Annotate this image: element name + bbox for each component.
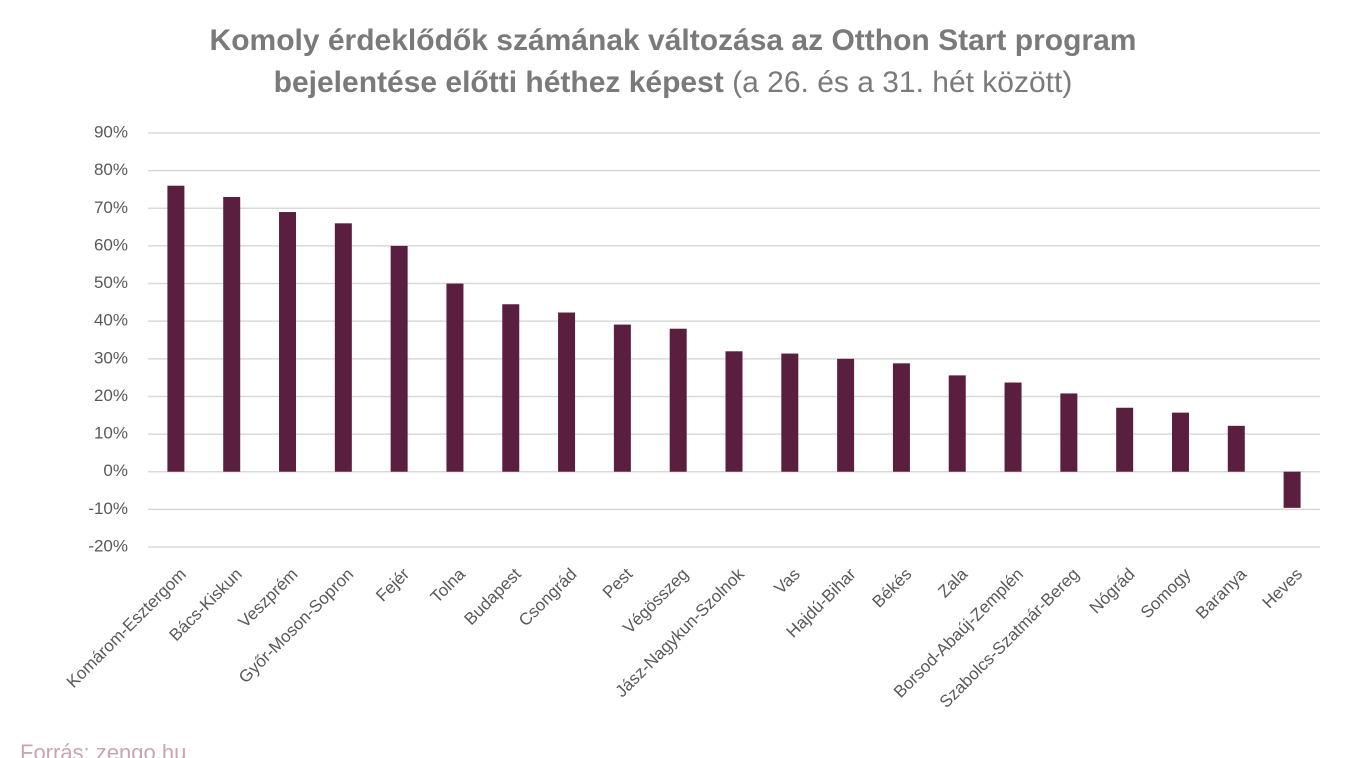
bar [1004, 382, 1022, 472]
y-tick-label: 50% [94, 273, 128, 292]
bar [725, 351, 743, 472]
x-tick-label: Baranya [1192, 564, 1251, 623]
x-tick-label: Pest [599, 564, 637, 602]
chart-title: bejelentése előtti héthez képest [274, 66, 724, 99]
y-tick-label: 70% [94, 198, 128, 217]
bar [502, 304, 520, 472]
bar [669, 328, 687, 472]
bar [558, 312, 576, 472]
bar [390, 245, 408, 472]
y-tick-label: 80% [94, 160, 128, 179]
x-tick-label: Békés [869, 565, 916, 612]
x-tick-label: Csongrád [515, 565, 581, 631]
y-tick-label: 10% [94, 424, 128, 443]
bar [781, 353, 799, 472]
source: Forrás: zengo.hu [20, 740, 186, 758]
bar [334, 223, 352, 472]
bar [1283, 471, 1301, 508]
chart-subtitle: (a 26. és a 31. hét között) [732, 66, 1072, 99]
bar [279, 212, 297, 472]
x-tick-label: Somogy [1137, 564, 1195, 622]
x-tick-label: Fejér [372, 564, 413, 605]
bar [167, 185, 185, 472]
bar [223, 196, 241, 472]
x-tick-label: Zala [934, 564, 971, 601]
y-tick-label: -10% [88, 499, 128, 518]
x-tick-label: Nógrád [1086, 565, 1139, 618]
bar [613, 324, 631, 472]
x-tick-label: Tolna [427, 564, 470, 607]
y-tick-label: 30% [94, 348, 128, 367]
bar [446, 283, 464, 472]
x-tick-label: Budapest [461, 564, 525, 628]
chart-title: Komoly érdeklődők számának változása az … [210, 24, 1137, 57]
y-tick-label: 40% [94, 311, 128, 330]
bar [1116, 407, 1134, 472]
y-tick-label: 20% [94, 386, 128, 405]
x-tick-label: Vas [771, 565, 804, 598]
y-tick-label: 90% [94, 122, 128, 141]
bar [1227, 425, 1245, 472]
bar [837, 358, 855, 472]
y-tick-label: 0% [103, 461, 128, 480]
y-tick-label: 60% [94, 235, 128, 254]
y-tick-label: -20% [88, 536, 128, 555]
bar [1060, 393, 1078, 472]
bar [1171, 412, 1189, 472]
bar [948, 375, 966, 472]
chart-title-line: bejelentése előtti héthez képest (a 26. … [274, 66, 1073, 99]
bar [892, 363, 910, 472]
x-tick-label: Heves [1259, 565, 1307, 613]
